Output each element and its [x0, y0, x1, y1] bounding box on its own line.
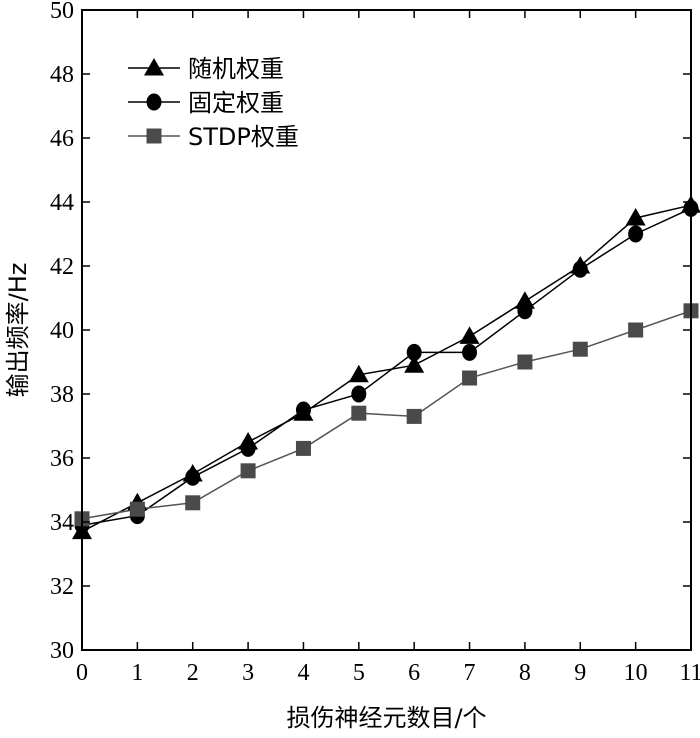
y-axis-title: 输出频率/Hz: [4, 263, 32, 398]
x-tick-label: 6: [408, 660, 420, 686]
y-tick-label: 48: [50, 62, 74, 88]
data-point-triangle: [625, 208, 646, 226]
y-tick-label: 44: [50, 190, 74, 216]
x-tick-label: 1: [131, 660, 143, 686]
data-point-circle: [295, 401, 311, 419]
legend-marker-circle: [146, 93, 162, 111]
data-point-triangle: [514, 291, 535, 309]
y-tick-label: 34: [50, 510, 74, 536]
x-tick-label: 8: [519, 660, 531, 686]
data-point-triangle: [459, 326, 480, 344]
legend-marker-triangle: [144, 58, 164, 76]
data-point-circle: [572, 260, 588, 278]
data-point-circle: [628, 225, 644, 243]
data-point-square: [462, 370, 478, 386]
legend-label: STDP权重: [188, 123, 299, 151]
series-markers: [72, 195, 700, 540]
x-tick-label: 9: [574, 660, 586, 686]
x-tick-label: 3: [242, 660, 254, 686]
y-tick-label: 50: [50, 0, 74, 24]
series-line-circle: [81, 207, 692, 526]
x-axis-title: 损伤神经元数目/个: [286, 704, 486, 732]
y-tick-label: 32: [50, 574, 74, 600]
series-lines: [81, 204, 692, 533]
data-point-square: [351, 405, 367, 421]
data-point-circle: [517, 302, 533, 320]
x-tick-label: 11: [679, 660, 700, 686]
y-tick-label: 36: [50, 446, 74, 472]
y-tick-label: 46: [50, 126, 74, 152]
data-point-square: [129, 501, 145, 517]
legend-label: 固定权重: [188, 89, 284, 117]
data-point-square: [295, 440, 311, 456]
x-axis-ticks: 0 1 2 3 4 5 6 7 8 9 10 11: [76, 10, 700, 686]
x-tick-label: 7: [464, 660, 476, 686]
data-point-triangle: [404, 355, 425, 373]
y-tick-label: 40: [50, 318, 74, 344]
series-line-triangle: [81, 204, 692, 533]
x-tick-label: 4: [297, 660, 309, 686]
legend-marker-square: [146, 128, 162, 144]
data-point-square: [628, 322, 644, 338]
x-tick-label: 5: [353, 660, 365, 686]
y-tick-label: 42: [50, 254, 74, 280]
y-tick-label: 30: [50, 638, 74, 664]
x-tick-label: 2: [187, 660, 199, 686]
data-point-circle: [406, 343, 422, 361]
x-tick-label: 10: [624, 660, 648, 686]
data-point-circle: [351, 385, 367, 403]
y-axis-ticks: 30 32 34 36 38 40 42 44 46 48 50: [50, 0, 691, 664]
series-line-square: [81, 310, 692, 520]
data-point-square: [572, 341, 588, 357]
y-tick-label: 38: [50, 382, 74, 408]
data-point-circle: [240, 439, 256, 457]
x-tick-label: 0: [76, 660, 88, 686]
data-point-circle: [185, 468, 201, 486]
data-point-square: [517, 354, 533, 370]
data-point-square: [406, 408, 422, 424]
data-point-square: [240, 463, 256, 479]
data-point-square: [185, 495, 201, 511]
data-point-triangle: [348, 364, 369, 383]
data-point-circle: [462, 343, 478, 361]
legend-label: 随机权重: [188, 55, 284, 83]
